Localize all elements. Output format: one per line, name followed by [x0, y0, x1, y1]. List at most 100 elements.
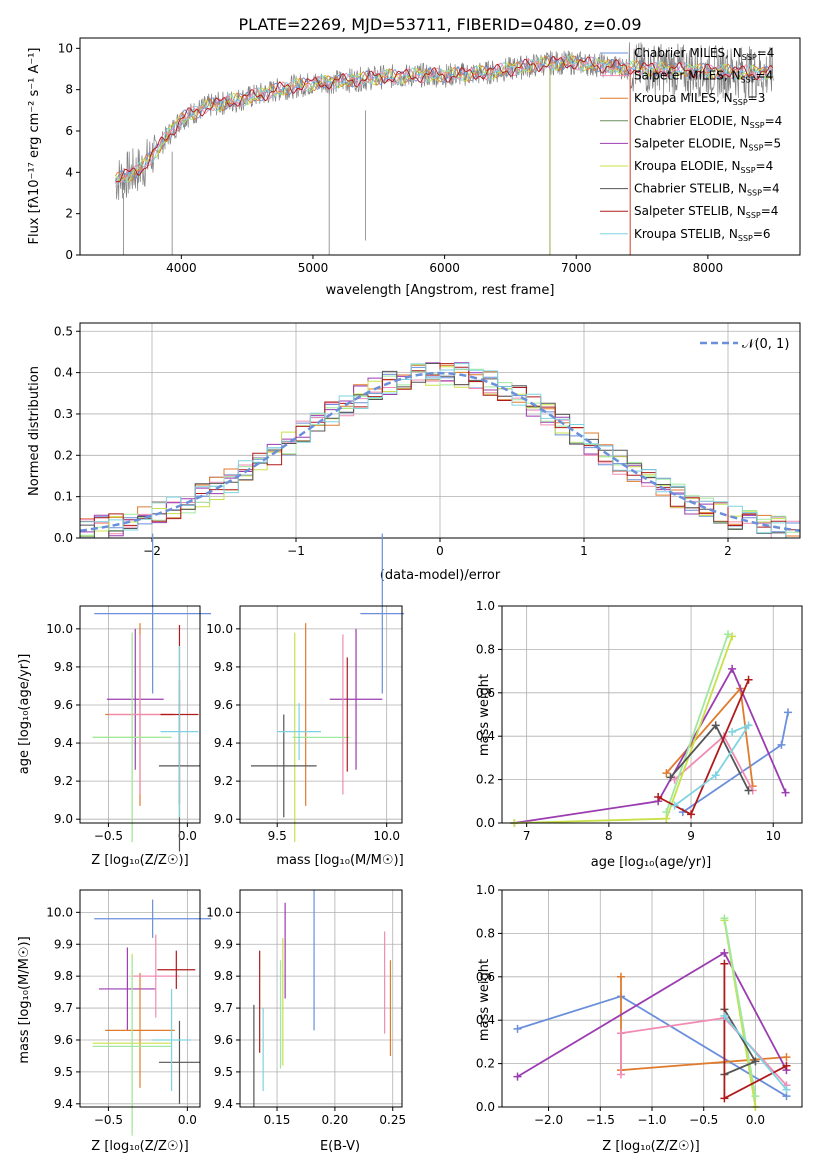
- spectrum-model-line: [115, 54, 773, 183]
- massZ-xlabel: Z [log₁₀(Z/Z☉)]: [91, 1139, 188, 1154]
- tick-label-y: 0.8: [476, 642, 495, 656]
- ageZ-xlabel: Z [log₁₀(Z/Z☉)]: [91, 853, 188, 868]
- tick-label-y: 10.0: [46, 622, 73, 636]
- tick-label-y: 0.0: [476, 816, 495, 830]
- tick-label-x: 8: [605, 829, 613, 843]
- weight-point: [782, 1061, 791, 1070]
- tick-label-x: 10.0: [373, 829, 400, 843]
- residuals-xlabel: (data-model)/error: [380, 568, 501, 583]
- weight-point: [513, 1072, 522, 1081]
- weight-point: [781, 788, 790, 797]
- spectrum-lines: [115, 42, 775, 255]
- axes-mass_Z: −0.5 0.0 9.4 9.5 9.6 9.7 9.8 9.9 10.0: [46, 889, 212, 1136]
- tick-label-y: 9.5: [214, 1065, 233, 1079]
- weight-series-line: [723, 1015, 788, 1091]
- tick-label-x: −0.5: [689, 1113, 718, 1127]
- tick-label-y: 9.7: [54, 1001, 73, 1015]
- tick-label-y: 0.4: [54, 366, 73, 380]
- tick-label-x: −2.0: [534, 1113, 563, 1127]
- massZ-ylabel: mass [log₁₀(M/M☉)]: [17, 936, 32, 1063]
- tick-label-y: 1.0: [476, 883, 495, 897]
- tick-label-y: 10: [58, 41, 73, 55]
- tick-label-x: 0.0: [178, 829, 197, 843]
- tick-label-y: 9.4: [214, 1097, 233, 1111]
- tick-label-x: 0.25: [379, 1113, 406, 1127]
- weight-point: [728, 727, 737, 736]
- tick-label-y: 0.8: [476, 926, 495, 940]
- tick-label-y: 1.0: [476, 599, 495, 613]
- weight-point: [728, 632, 737, 641]
- axes-spectrum: 4000 5000 6000 7000 8000 0 2 4 6 8 10 Chabrier MILE…: [58, 37, 801, 275]
- tick-label-y: 9.2: [54, 774, 73, 788]
- tick-label-y: 0.0: [54, 531, 73, 545]
- legend-entry: Kroupa ELODIE, NSSP=4: [634, 159, 773, 175]
- tick-label-y: 8: [65, 83, 73, 97]
- weight-point: [513, 1024, 522, 1033]
- tick-label-y: 0.2: [54, 448, 73, 462]
- weight-point: [662, 808, 671, 817]
- weight-point: [666, 773, 675, 782]
- plot-frame: [79, 605, 201, 824]
- tick-label-x: 5000: [298, 261, 329, 275]
- axes-residuals: −2 −1 0 1 2 0.0 0.1 0.2 0.3 0.4 0.5 𝒩(0, 1): [54, 322, 801, 558]
- agemass-xlabel: mass [log₁₀(M/M☉)]: [276, 853, 403, 868]
- axes-mass_EBV: 0.15 0.20 0.25 9.4 9.5 9.6 9.7 9.8 9.9 10.0: [206, 889, 406, 1127]
- tick-label-y: 9.6: [214, 1033, 233, 1047]
- weightZ-xlabel: Z [log₁₀(Z/Z☉)]: [602, 1139, 699, 1154]
- weight-point: [782, 1085, 791, 1094]
- weight-point: [616, 972, 625, 981]
- histograms: [80, 362, 800, 538]
- plot-frame: [501, 889, 803, 1108]
- weight-point: [670, 801, 679, 810]
- legend-entry: Chabrier ELODIE, NSSP=4: [634, 114, 782, 130]
- spectrum-model-line: [115, 55, 773, 183]
- tick-label-y: 9.4: [214, 736, 233, 750]
- weightage-xlabel: age [log₁₀(age/yr)]: [591, 855, 712, 870]
- tick-label-x: 0.15: [264, 1113, 291, 1127]
- tick-label-x: −1.0: [637, 1113, 666, 1127]
- weight-point: [784, 708, 793, 717]
- massebv-xlabel: E(B-V): [320, 1139, 360, 1154]
- spectrum-title: PLATE=2269, MJD=53711, FIBERID=0480, z=0…: [238, 15, 641, 34]
- spectrum-ylabel: Flux [fλ10⁻¹⁷ erg cm⁻² s⁻¹ A⁻¹]: [27, 48, 42, 245]
- tick-label-y: 2: [65, 207, 73, 221]
- weight-point: [720, 959, 729, 968]
- tick-label-x: −1.5: [586, 1113, 615, 1127]
- tick-label-y: 9.7: [214, 1001, 233, 1015]
- weightZ-ylabel: mass weight: [477, 959, 492, 1041]
- tick-label-x: 4000: [166, 261, 197, 275]
- weight-point: [744, 721, 753, 730]
- residuals-legend: 𝒩(0, 1): [700, 337, 789, 352]
- tick-label-x: −0.5: [94, 1113, 123, 1127]
- tick-label-y: 9.0: [214, 812, 233, 826]
- tick-label-x: 6000: [429, 261, 460, 275]
- weight-point: [720, 1094, 729, 1103]
- axes-weight_age: 7 8 9 10 0.0 0.2 0.4 0.6 0.8 1.0: [476, 599, 803, 843]
- weight-point: [777, 740, 786, 749]
- tick-label-y: 9.6: [54, 1033, 73, 1047]
- tick-label-x: −2: [143, 544, 161, 558]
- weight-point: [711, 771, 720, 780]
- tick-label-y: 9.2: [214, 774, 233, 788]
- normal-curve: [80, 371, 800, 533]
- weight-series-line: [665, 633, 729, 813]
- weight-series-line: [514, 666, 787, 824]
- tick-label-y: 9.0: [54, 812, 73, 826]
- legend-entry: Salpeter ELODIE, NSSP=5: [634, 136, 781, 152]
- weight-point: [782, 1053, 791, 1062]
- plot-frame: [501, 605, 803, 824]
- weight-point: [687, 810, 696, 819]
- weight-series-line: [723, 918, 757, 1097]
- tick-label-y: 9.8: [214, 969, 233, 983]
- weight-point: [616, 1029, 625, 1038]
- weight-point: [616, 1070, 625, 1079]
- plot-frame: [79, 322, 801, 539]
- plot-frame: [79, 37, 801, 256]
- tick-label-y: 6: [65, 124, 73, 138]
- tick-label-y: 4: [65, 165, 73, 179]
- weight-series-line: [674, 723, 751, 807]
- weight-point: [751, 1057, 760, 1066]
- axes-age_Z: −0.5 0.0 9.0 9.2 9.4 9.6 9.8 10.0: [46, 533, 212, 852]
- weight-point: [724, 630, 733, 639]
- tick-label-y: 0.2: [476, 1057, 495, 1071]
